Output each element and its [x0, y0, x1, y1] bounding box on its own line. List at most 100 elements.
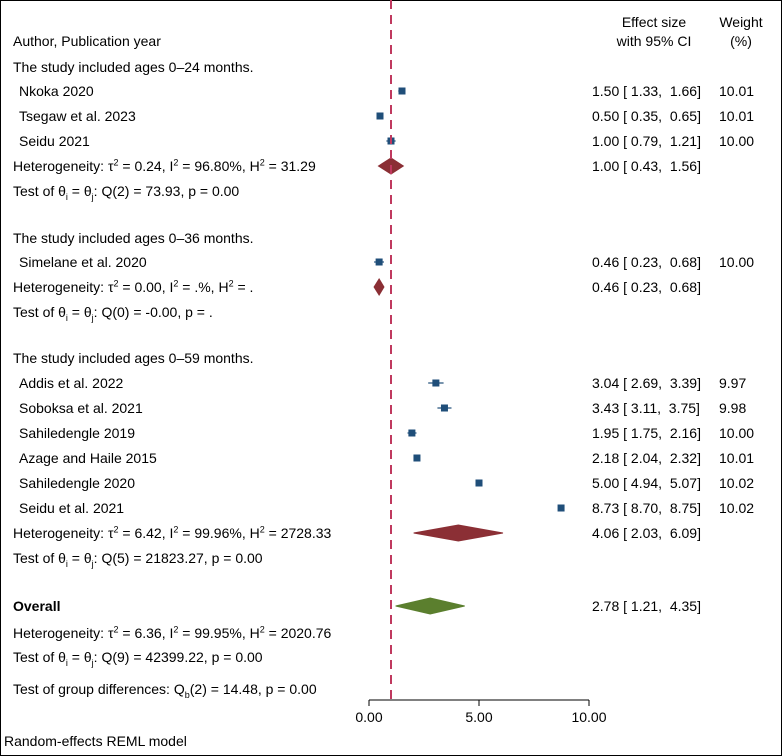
study-marker: [475, 479, 483, 487]
h2-value: = .: [233, 279, 254, 295]
test-eq: = θ: [67, 183, 92, 199]
study-name: Soboksa et al. 2021: [19, 400, 143, 416]
subgroup-homogeneity-test: Test of θi = θj: Q(0) = -0.00, p = .: [13, 304, 213, 323]
tau2-value: = 6.36, I: [118, 625, 174, 641]
tau2-value: = 0.24, I: [118, 158, 174, 174]
h-sup: 2: [259, 524, 265, 535]
study-name: Azage and Haile 2015: [19, 450, 157, 466]
test-stat: : Q(2) = 73.93, p = 0.00: [93, 183, 240, 199]
subgroup-heterogeneity: Heterogeneity: τ2 = 0.24, I2 = 96.80%, H…: [13, 158, 316, 174]
study-marker: [413, 454, 421, 462]
subgroup-pooled-ci: 0.46 [ 0.23, 0.68]: [592, 279, 701, 295]
overall-homogeneity-test: Test of θi = θj: Q(9) = 42399.22, p = 0.…: [13, 649, 263, 668]
author-column-header: Author, Publication year: [13, 33, 161, 49]
weight-unit-header: (%): [730, 33, 752, 49]
i2-value: = 99.96%, H: [178, 525, 260, 541]
theta-j-sub: j: [91, 657, 94, 668]
het-label: Heterogeneity: τ: [13, 625, 114, 641]
study-name: Tsegaw et al. 2023: [19, 108, 136, 124]
test-label: Test of θ: [13, 550, 66, 566]
study-marker: [398, 87, 406, 95]
weight-header: Weight: [719, 14, 763, 30]
study-weight: 9.98: [719, 400, 747, 416]
het-label: Heterogeneity: τ: [13, 279, 114, 295]
subgroup-pooled-ci: 1.00 [ 0.43, 1.56]: [592, 158, 701, 174]
test-stat: : Q(0) = -0.00, p = .: [93, 304, 213, 320]
study-name: Seidu 2021: [19, 133, 90, 149]
h-sup: 2: [259, 624, 265, 635]
study-effect-ci: 0.46 [ 0.23, 0.68]: [592, 254, 701, 270]
study-weight: 10.01: [719, 108, 755, 124]
h-sup: 2: [259, 157, 265, 168]
test-stat: : Q(9) = 42399.22, p = 0.00: [93, 649, 263, 665]
gd-stat: (2) = 14.48, p = 0.00: [189, 681, 317, 697]
study-marker: [375, 258, 383, 266]
study-effect-ci: 1.95 [ 1.75, 2.16]: [592, 425, 701, 441]
theta-i-sub: i: [65, 558, 68, 569]
h2-value: = 31.29: [264, 158, 316, 174]
test-label: Test of θ: [13, 649, 66, 665]
study-marker: [376, 112, 384, 120]
study-weight: 10.00: [719, 425, 755, 441]
test-stat: : Q(5) = 21823.27, p = 0.00: [93, 550, 263, 566]
study-name: Seidu et al. 2021: [19, 500, 125, 516]
study-weight: 10.00: [719, 254, 755, 270]
subgroup-label: The study included ages 0–59 months.: [13, 350, 254, 366]
study-effect-ci: 8.73 [ 8.70, 8.75]: [592, 500, 701, 516]
subgroup-label: The study included ages 0–24 months.: [13, 59, 254, 75]
study-weight: 9.97: [719, 375, 747, 391]
study-effect-ci: 1.50 [ 1.33, 1.66]: [592, 83, 701, 99]
overall-heterogeneity: Heterogeneity: τ2 = 6.36, I2 = 99.95%, H…: [13, 625, 331, 641]
h2-value: = 2020.76: [264, 625, 332, 641]
ci-header: with 95% CI: [616, 33, 692, 49]
study-marker: [557, 504, 565, 512]
study-effect-ci: 2.18 [ 2.04, 2.32]: [592, 450, 701, 466]
study-effect-ci: 5.00 [ 4.94, 5.07]: [592, 475, 701, 491]
effect-size-header: Effect size: [621, 14, 687, 30]
test-eq: = θ: [67, 304, 92, 320]
tau2-value: = 0.00, I: [118, 279, 174, 295]
i-sup: 2: [173, 157, 179, 168]
tau-sup: 2: [113, 624, 119, 635]
tau-sup: 2: [113, 524, 119, 535]
theta-i-sub: i: [65, 312, 68, 323]
study-name: Sahiledengle 2019: [19, 425, 135, 441]
study-weight: 10.00: [719, 133, 755, 149]
subgroup-heterogeneity: Heterogeneity: τ2 = 6.42, I2 = 99.96%, H…: [13, 525, 331, 541]
i2-value: = .%, H: [178, 279, 229, 295]
study-marker: [408, 429, 416, 437]
subgroup-pooled-ci: 4.06 [ 2.03, 6.09]: [592, 525, 701, 541]
subgroup-diamond: [373, 278, 385, 296]
x-tick-label: 0.00: [355, 709, 383, 725]
theta-j-sub: j: [91, 558, 94, 569]
subgroup-homogeneity-test: Test of θi = θj: Q(2) = 73.93, p = 0.00: [13, 183, 240, 202]
theta-j-sub: j: [91, 191, 94, 202]
study-weight: 10.01: [719, 83, 755, 99]
i2-value: = 96.80%, H: [178, 158, 260, 174]
het-label: Heterogeneity: τ: [13, 525, 114, 541]
tau2-value: = 6.42, I: [118, 525, 174, 541]
gd-label: Test of group differences: Q: [13, 681, 185, 697]
subgroup-diamond: [413, 524, 504, 542]
study-weight: 10.02: [719, 500, 755, 516]
subgroup-label: The study included ages 0–36 months.: [13, 230, 254, 246]
study-effect-ci: 1.00 [ 0.79, 1.21]: [592, 133, 701, 149]
x-tick-label: 5.00: [465, 709, 493, 725]
tau-sup: 2: [113, 278, 119, 289]
study-marker: [440, 404, 448, 412]
h-sup: 2: [228, 278, 234, 289]
group-differences-test: Test of group differences: Qb(2) = 14.48…: [13, 681, 317, 699]
study-effect-ci: 0.50 [ 0.35, 0.65]: [592, 108, 701, 124]
i2-value: = 99.95%, H: [178, 625, 260, 641]
study-name: Nkoka 2020: [19, 83, 94, 99]
study-name: Simelane et al. 2020: [19, 254, 147, 270]
study-weight: 10.02: [719, 475, 755, 491]
i-sup: 2: [173, 624, 179, 635]
overall-diamond: [395, 597, 465, 615]
theta-j-sub: j: [91, 312, 94, 323]
study-effect-ci: 3.43 [ 3.11, 3.75]: [592, 400, 700, 416]
study-name: Addis et al. 2022: [19, 375, 124, 391]
theta-i-sub: i: [65, 657, 68, 668]
het-label: Heterogeneity: τ: [13, 158, 114, 174]
